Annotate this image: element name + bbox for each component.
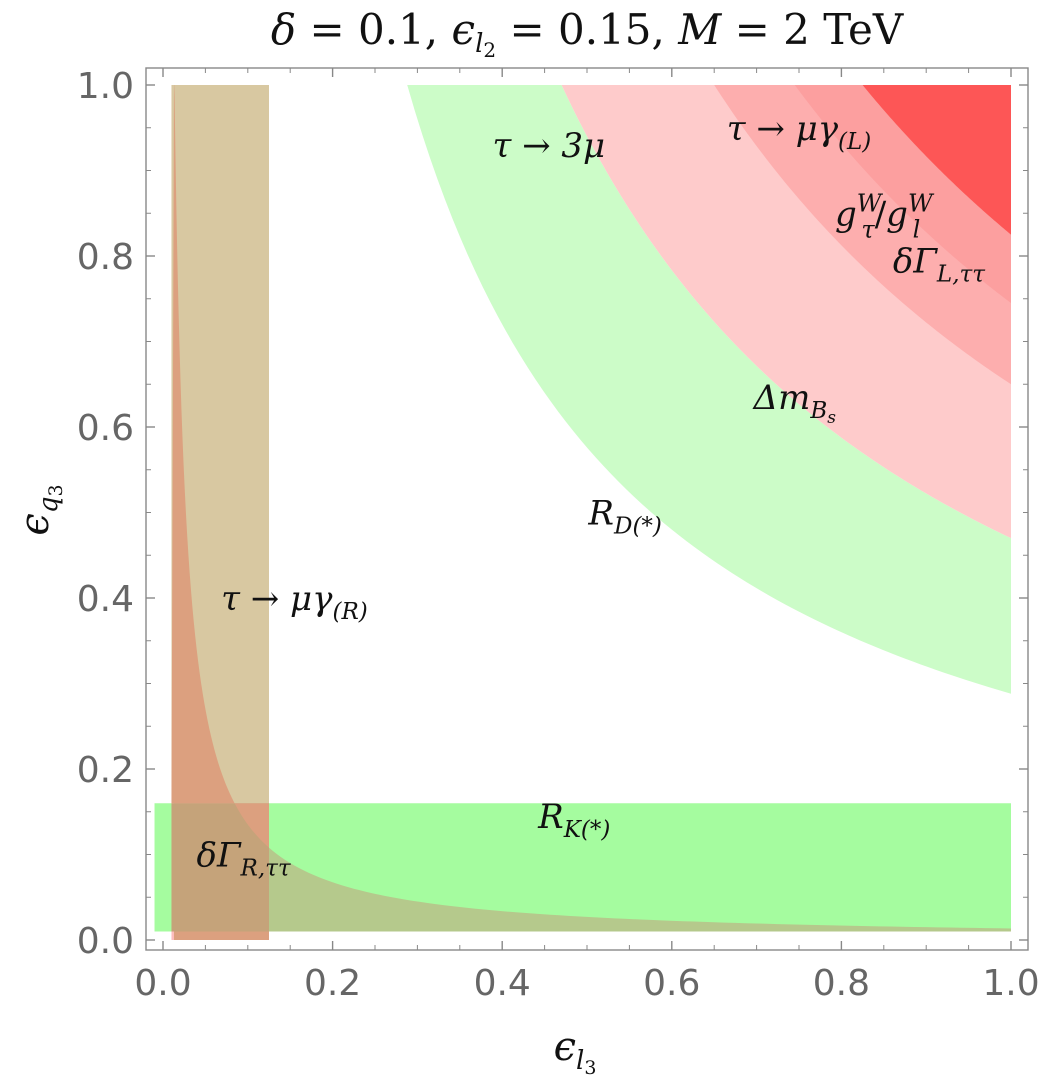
x-tick-label: 0.8 xyxy=(813,963,870,1004)
x-tick-label: 0.2 xyxy=(304,963,361,1004)
label-gtauW: gW τ/gW l xyxy=(835,189,935,243)
y-tick-label: 0.8 xyxy=(77,237,134,278)
x-axis-label: ϵl3 xyxy=(554,1024,597,1078)
label-RKstar: RK(*) xyxy=(537,797,610,843)
y-tick-label: 0.4 xyxy=(77,579,134,620)
axis-ticks: 0.0 0.2 0.4 0.6 0.8 1.0 0.0 0.2 0.4 0.6 0.8 1.0 xyxy=(77,66,1040,1004)
label-tauMuGammaL: τ → μγ(L) xyxy=(727,109,872,155)
region-tau-mugamma-l xyxy=(862,85,1011,235)
region-dgamma-r-upper xyxy=(171,85,269,848)
y-axis-label: ϵq3 xyxy=(12,484,67,535)
label-tau3mu: τ → 3μ xyxy=(493,126,606,166)
x-tick-label: 0.0 xyxy=(134,963,191,1004)
region-tau-mugamma-r xyxy=(171,85,269,804)
label-RDstar: RD(*) xyxy=(587,494,662,540)
y-tick-label: 1.0 xyxy=(77,66,134,107)
x-tick-label: 0.6 xyxy=(643,963,700,1004)
y-tick-label: 0.0 xyxy=(77,921,134,962)
region-tau-mugamma-r-rk-overlap xyxy=(171,803,269,932)
y-tick-label: 0.6 xyxy=(77,408,134,449)
y-tick-label: 0.2 xyxy=(77,750,134,791)
plot-regions xyxy=(154,85,1012,940)
label-dGammaLtt: δΓL,ττ xyxy=(893,241,986,287)
x-tick-label: 1.0 xyxy=(982,963,1039,1004)
chart-title: δ = 0.1, ϵl2 = 0.15, M = 2 TeV xyxy=(271,5,904,62)
x-tick-label: 0.4 xyxy=(474,963,531,1004)
label-DeltaMBs: ΔmBs xyxy=(752,378,837,428)
region-rk-dgamma-overlap xyxy=(171,803,1012,932)
label-tauMuGammaR: τ → μγ(R) xyxy=(221,579,368,625)
label-dGammaRtt: δΓR,ττ xyxy=(196,836,291,882)
